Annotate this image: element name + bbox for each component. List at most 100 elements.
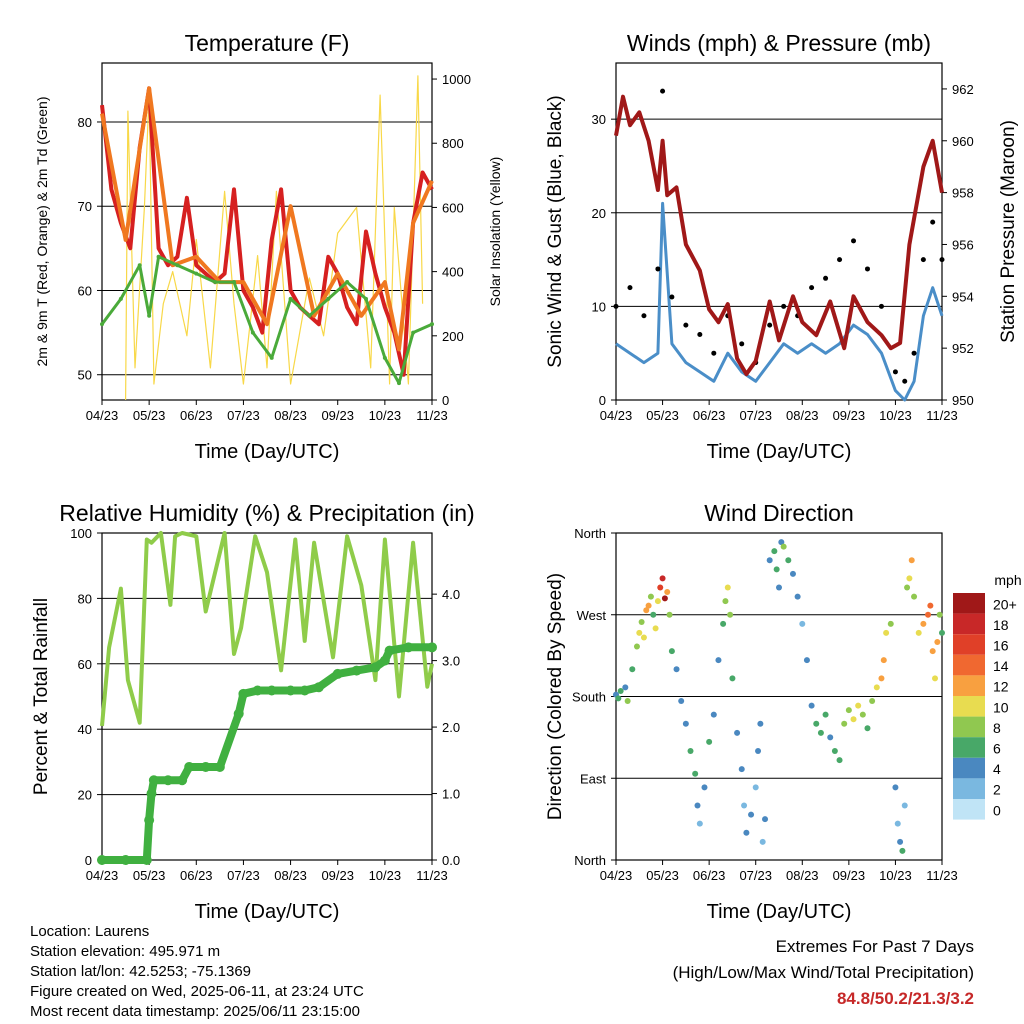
direction-point <box>724 584 731 591</box>
xtick-label: 10/23 <box>879 408 912 423</box>
precip-point <box>370 662 381 673</box>
gust-point <box>781 303 787 309</box>
direction-point <box>911 593 918 600</box>
xtick-label: 09/23 <box>833 408 866 423</box>
chart-title: Relative Humidity (%) & Precipitation (i… <box>59 500 474 526</box>
legend-swatch <box>953 716 985 738</box>
direction-point <box>897 838 904 845</box>
gust-point <box>739 341 745 347</box>
xtick-label: 07/23 <box>227 408 260 423</box>
ytick-label: South <box>572 690 606 705</box>
dewpoint-point <box>156 254 161 259</box>
created-text: Figure created on Wed, 2025-06-11, at 23… <box>30 983 364 1000</box>
temp9m-series <box>100 86 434 352</box>
xtick-label: 04/23 <box>86 868 119 883</box>
chart-title: Winds (mph) & Pressure (mb) <box>627 30 931 56</box>
precip-point <box>120 855 131 865</box>
direction-point <box>743 829 750 836</box>
direction-point <box>766 557 773 564</box>
direction-point <box>934 639 941 645</box>
dewpoint-point <box>397 381 401 386</box>
direction-point <box>673 666 680 673</box>
direction-point <box>813 720 820 727</box>
direction-point <box>643 607 650 614</box>
direction-point <box>715 657 722 664</box>
ytick-label: 60 <box>78 283 92 298</box>
direction-point <box>799 620 806 627</box>
dewpoint-point <box>382 355 387 360</box>
y-axis-label: Direction (Colored By Speed) <box>545 573 566 820</box>
x-axis-label: Time (Day/UTC) <box>707 441 852 463</box>
legend-swatch <box>953 799 985 820</box>
direction-point <box>869 698 876 705</box>
ytick-right-label: 958 <box>952 186 974 201</box>
ytick-label: West <box>577 608 607 623</box>
xtick-label: 11/23 <box>416 868 448 883</box>
direction-point <box>652 625 659 632</box>
direction-point <box>887 620 894 627</box>
precip-point <box>141 855 152 865</box>
ytick-right-label: 2.0 <box>442 720 460 735</box>
ytick-right-label: 954 <box>952 289 974 304</box>
direction-point <box>633 643 640 650</box>
precip-point <box>200 761 211 772</box>
legend-label: 8 <box>993 720 1001 736</box>
legend-label: 6 <box>993 741 1001 757</box>
station-info: Location: Laurens Station elevation: 495… <box>30 922 364 1022</box>
extremes-values: 84.8/50.2/21.3/3.2 <box>836 989 974 1008</box>
direction-point <box>831 748 838 754</box>
ytick-label: 20 <box>78 788 92 803</box>
gust-point <box>711 350 717 356</box>
y-axis-label: Percent & Total Rainfall <box>31 598 52 795</box>
legend-label: 2 <box>993 782 1001 798</box>
direction-point <box>629 666 636 673</box>
plot-frame <box>615 62 943 401</box>
direction-point <box>778 539 785 546</box>
dewpoint-point <box>100 322 104 327</box>
gust-point <box>851 238 857 244</box>
ytick-label: 0 <box>85 853 92 868</box>
y-axis-right-label: Station Pressure (Maroon) <box>998 120 1019 343</box>
direction-point <box>899 847 906 854</box>
dewpoint-point <box>213 280 218 285</box>
direction-point <box>668 648 675 655</box>
precip-point <box>313 682 324 693</box>
ytick-label: North <box>574 853 606 868</box>
gust-point <box>939 257 945 263</box>
direction-point <box>932 675 939 682</box>
ytick-right-label: 962 <box>952 82 974 97</box>
direction-point <box>780 543 787 550</box>
legend-swatch <box>953 634 985 655</box>
gust-point <box>655 266 661 272</box>
direction-point <box>722 598 729 605</box>
extremes-subtitle: (High/Low/Max Wind/Total Precipitation) <box>672 963 974 982</box>
ytick-right-label: 956 <box>952 237 974 252</box>
direction-point <box>645 602 652 609</box>
direction-point <box>822 711 829 718</box>
x-axis-label: Time (Day/UTC) <box>195 901 340 923</box>
direction-point <box>759 838 766 845</box>
direction-point <box>647 593 654 600</box>
ytick-label: 60 <box>78 657 92 672</box>
legend-swatch <box>953 654 985 676</box>
xtick-label: 05/23 <box>646 868 679 883</box>
ytick-label: 70 <box>78 199 92 214</box>
xtick-label: 06/23 <box>180 408 213 423</box>
precip-point <box>332 668 343 679</box>
direction-point <box>880 657 887 664</box>
recent-text: Most recent data timestamp: 2025/06/11 2… <box>30 1003 360 1020</box>
direction-point <box>748 811 755 818</box>
direction-point <box>638 619 645 626</box>
dewpoint-point <box>137 263 142 268</box>
legend-label: 4 <box>993 761 1001 777</box>
direction-point <box>794 593 801 600</box>
gust-point <box>823 275 829 281</box>
direction-point <box>859 711 866 718</box>
precip-point <box>97 855 107 865</box>
precip-point <box>427 642 437 653</box>
precip-point <box>144 815 155 826</box>
precip-point <box>252 685 263 696</box>
legend-label: 16 <box>993 638 1009 654</box>
chart-title: Temperature (F) <box>185 30 350 56</box>
direction-point <box>892 784 899 791</box>
